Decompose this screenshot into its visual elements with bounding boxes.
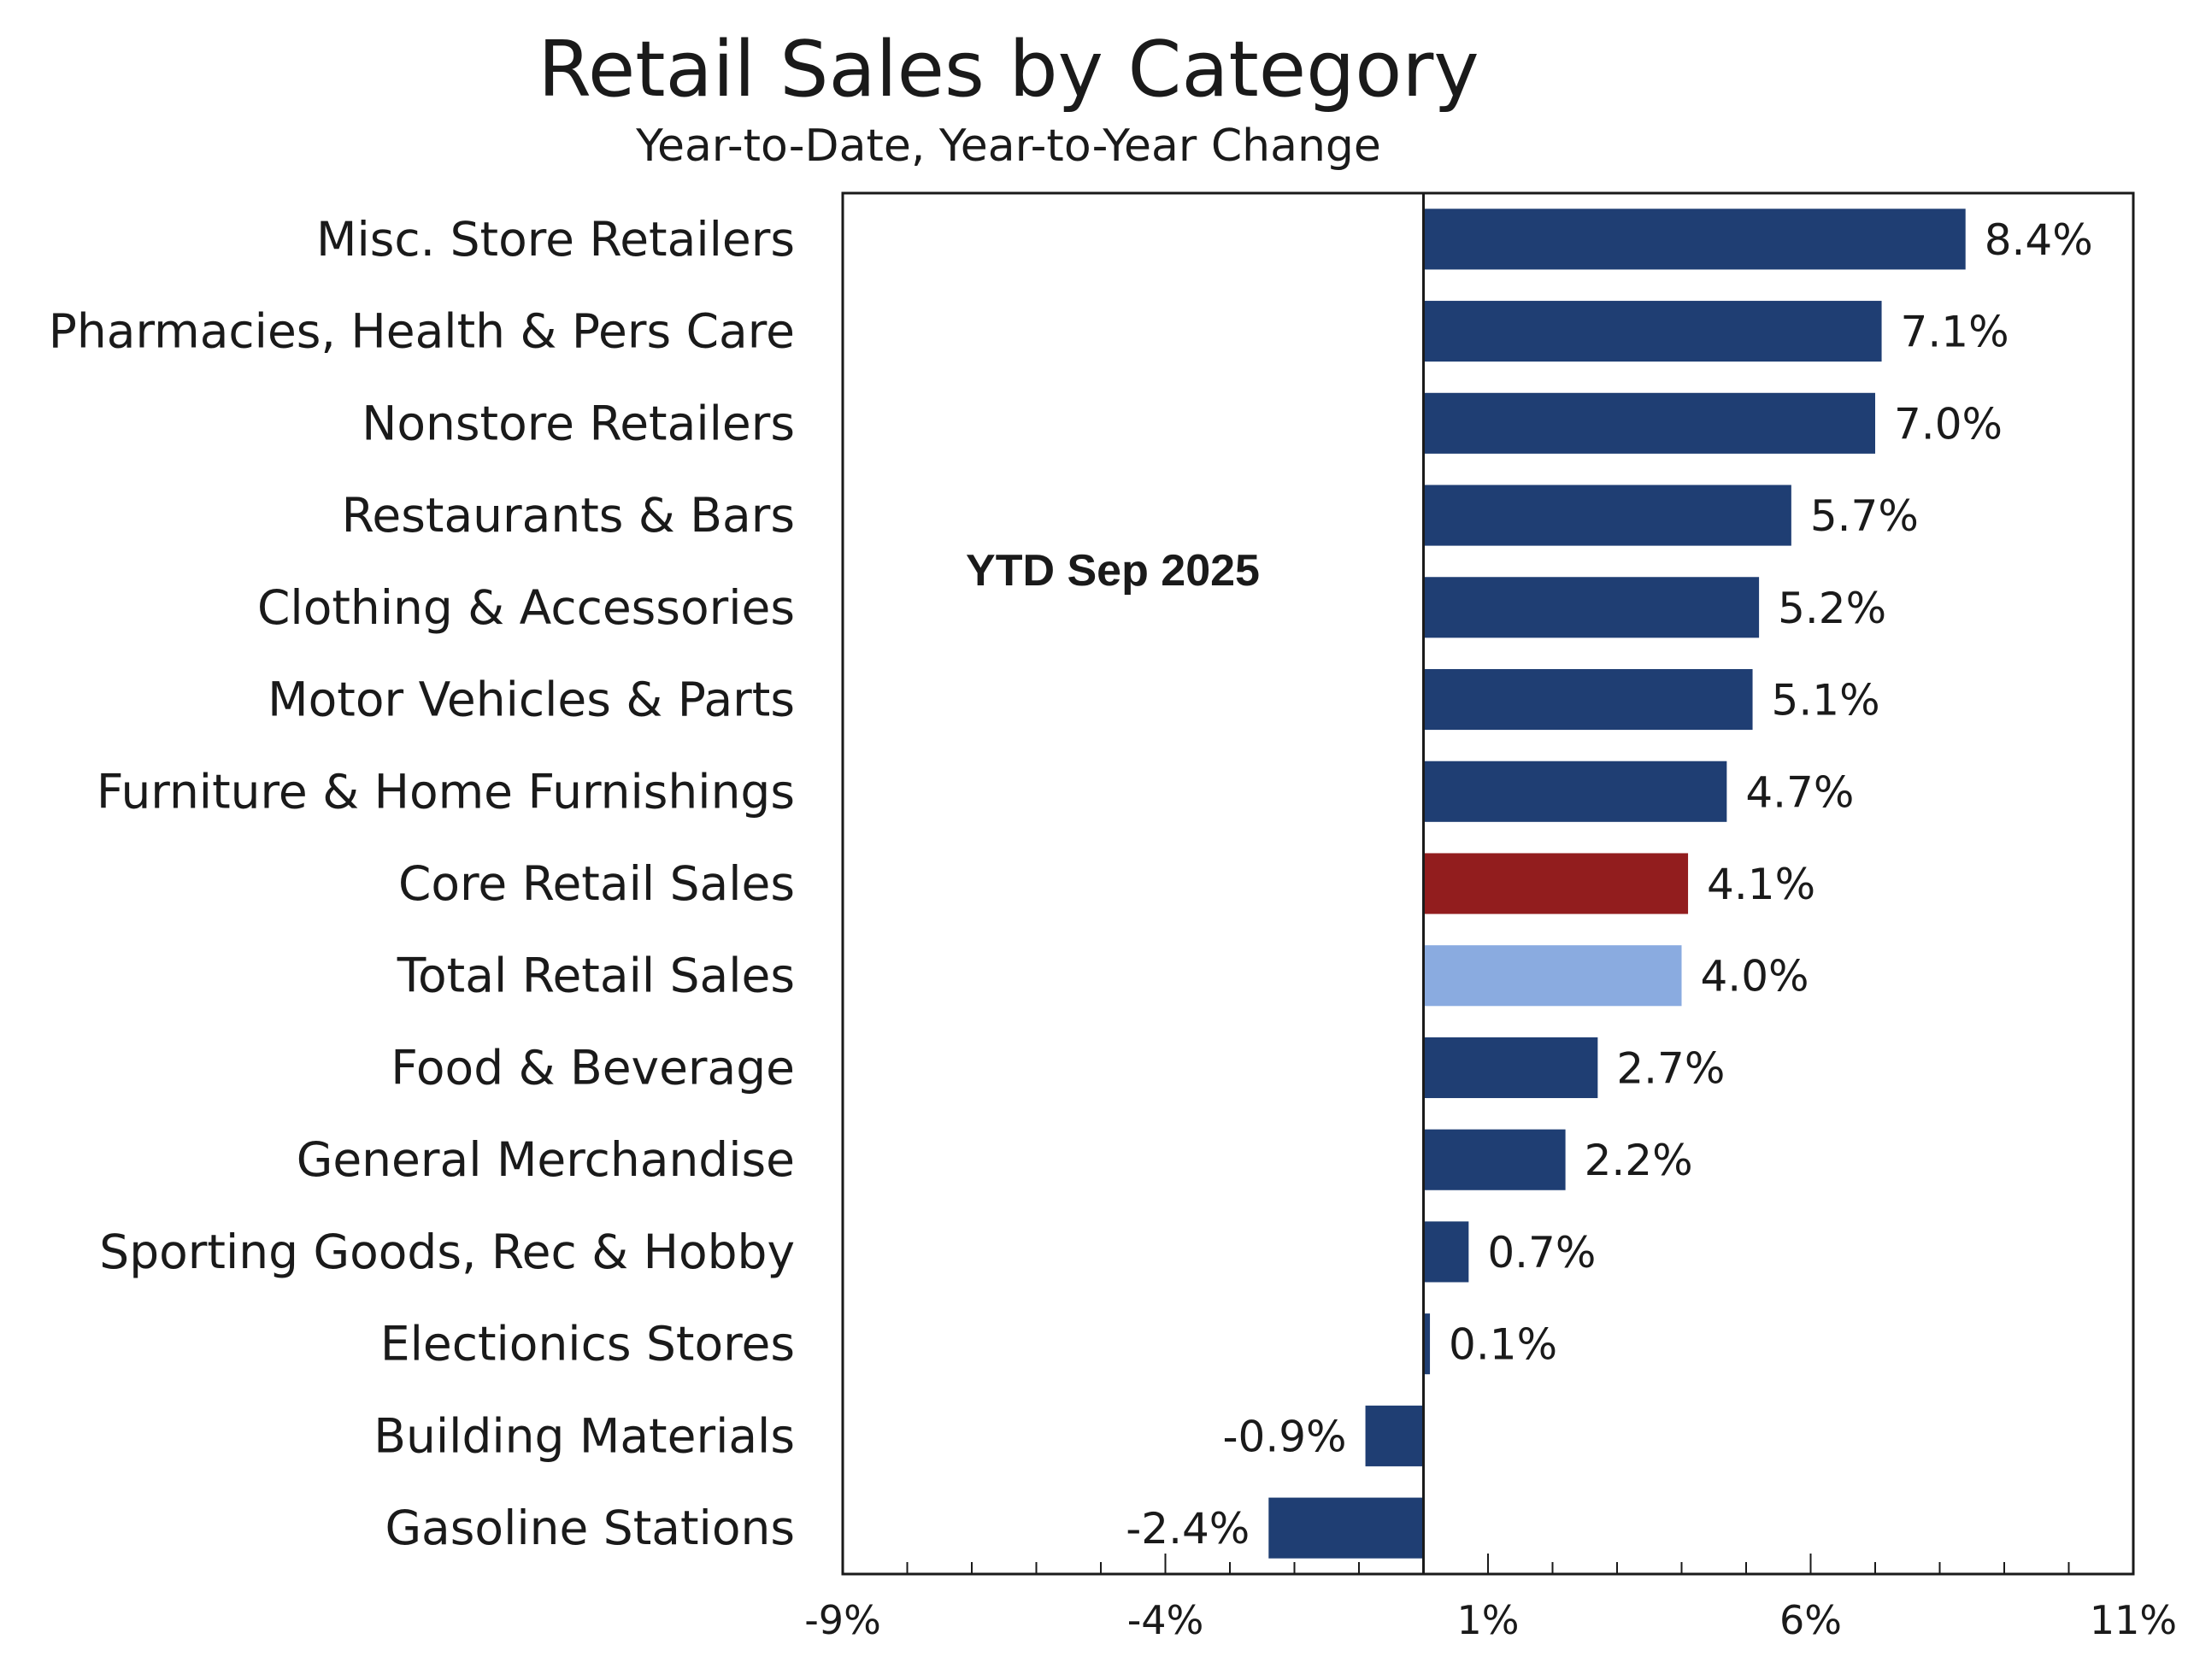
bar-motor-vehicles-parts xyxy=(1423,668,1753,731)
category-label-gasoline-stations: Gasoline Stations xyxy=(385,1501,795,1555)
value-label-misc-store-retailers: 8.4% xyxy=(1985,215,2093,265)
bar-building-materials xyxy=(1365,1405,1424,1466)
bar-sporting-goods-rec-hobby xyxy=(1423,1221,1469,1283)
x-axis-tick-labels: -9% -4% 1% 6% 11% xyxy=(804,1597,2177,1643)
value-label-motor-vehicles-parts: 5.1% xyxy=(1772,676,1880,725)
category-label-general-merchandise: General Merchandise xyxy=(297,1132,795,1187)
chart-title: Retail Sales by Category xyxy=(538,25,1479,115)
value-label-clothing-accessories: 5.2% xyxy=(1778,584,1886,633)
category-label-building-materials: Building Materials xyxy=(373,1408,795,1463)
x-tick-label: -4% xyxy=(1127,1597,1204,1643)
chart-subtitle: Year-to-Date, Year-to-Year Change xyxy=(635,120,1381,172)
bar-gasoline-stations xyxy=(1268,1497,1424,1559)
bar-total-retail-sales xyxy=(1423,945,1682,1007)
bar-furniture-home-furnishings xyxy=(1423,761,1727,822)
bar-core-retail-sales xyxy=(1423,853,1689,914)
value-label-food-beverage: 2.7% xyxy=(1616,1043,1725,1093)
value-label-electionics-stores: 0.1% xyxy=(1449,1320,1557,1370)
bar-restaurants-bars xyxy=(1423,485,1791,546)
value-label-pharmacies-health-pers-care: 7.1% xyxy=(1901,308,2009,357)
value-label-core-retail-sales: 4.1% xyxy=(1707,860,1815,909)
bar-clothing-accessories xyxy=(1423,577,1760,638)
bar-misc-store-retailers xyxy=(1423,209,1966,270)
x-axis-ticks xyxy=(842,1554,2134,1574)
value-label-furniture-home-furnishings: 4.7% xyxy=(1745,767,1854,817)
value-label-gasoline-stations: -2.4% xyxy=(1126,1504,1250,1554)
category-label-electionics-stores: Electionics Stores xyxy=(380,1317,795,1372)
category-labels: Misc. Store Retailers Pharmacies, Health … xyxy=(49,212,795,1555)
bar-food-beverage xyxy=(1423,1037,1598,1099)
x-tick-label: 6% xyxy=(1779,1597,1842,1643)
category-label-motor-vehicles-parts: Motor Vehicles & Parts xyxy=(268,673,795,727)
category-label-food-beverage: Food & Beverage xyxy=(391,1040,795,1095)
category-label-restaurants-bars: Restaurants & Bars xyxy=(342,488,795,543)
bar-nonstore-retailers xyxy=(1423,392,1875,454)
value-label-building-materials: -0.9% xyxy=(1222,1412,1346,1461)
value-labels: 8.4% 7.1% 7.0% 5.7% 5.2% 5.1% 4.7% 4.1% 4.0% 2.7%… xyxy=(1126,215,2093,1554)
ytd-annotation: YTD Sep 2025 xyxy=(966,546,1260,596)
bar-pharmacies-health-pers-care xyxy=(1423,301,1882,362)
value-label-total-retail-sales: 4.0% xyxy=(1701,952,1809,1002)
category-label-total-retail-sales: Total Retail Sales xyxy=(397,949,795,1003)
value-label-nonstore-retailers: 7.0% xyxy=(1894,399,2003,449)
value-label-sporting-goods-rec-hobby: 0.7% xyxy=(1487,1228,1596,1278)
category-label-pharmacies-health-pers-care: Pharmacies, Health & Pers Care xyxy=(49,304,795,359)
bar-general-merchandise xyxy=(1423,1129,1566,1190)
category-label-sporting-goods-rec-hobby: Sporting Goods, Rec & Hobby xyxy=(99,1225,795,1279)
category-label-nonstore-retailers: Nonstore Retailers xyxy=(362,396,795,450)
bars-group xyxy=(1268,209,1966,1559)
category-label-misc-store-retailers: Misc. Store Retailers xyxy=(316,212,795,267)
category-label-core-retail-sales: Core Retail Sales xyxy=(398,856,795,911)
category-label-furniture-home-furnishings: Furniture & Home Furnishings xyxy=(97,764,795,819)
x-tick-label: 11% xyxy=(2090,1597,2177,1643)
bar-electionics-stores xyxy=(1423,1313,1431,1375)
x-tick-label: -9% xyxy=(804,1597,881,1643)
value-label-restaurants-bars: 5.7% xyxy=(1810,491,1919,541)
value-label-general-merchandise: 2.2% xyxy=(1585,1136,1693,1185)
x-tick-label: 1% xyxy=(1457,1597,1520,1643)
category-label-clothing-accessories: Clothing & Accessories xyxy=(257,580,795,635)
